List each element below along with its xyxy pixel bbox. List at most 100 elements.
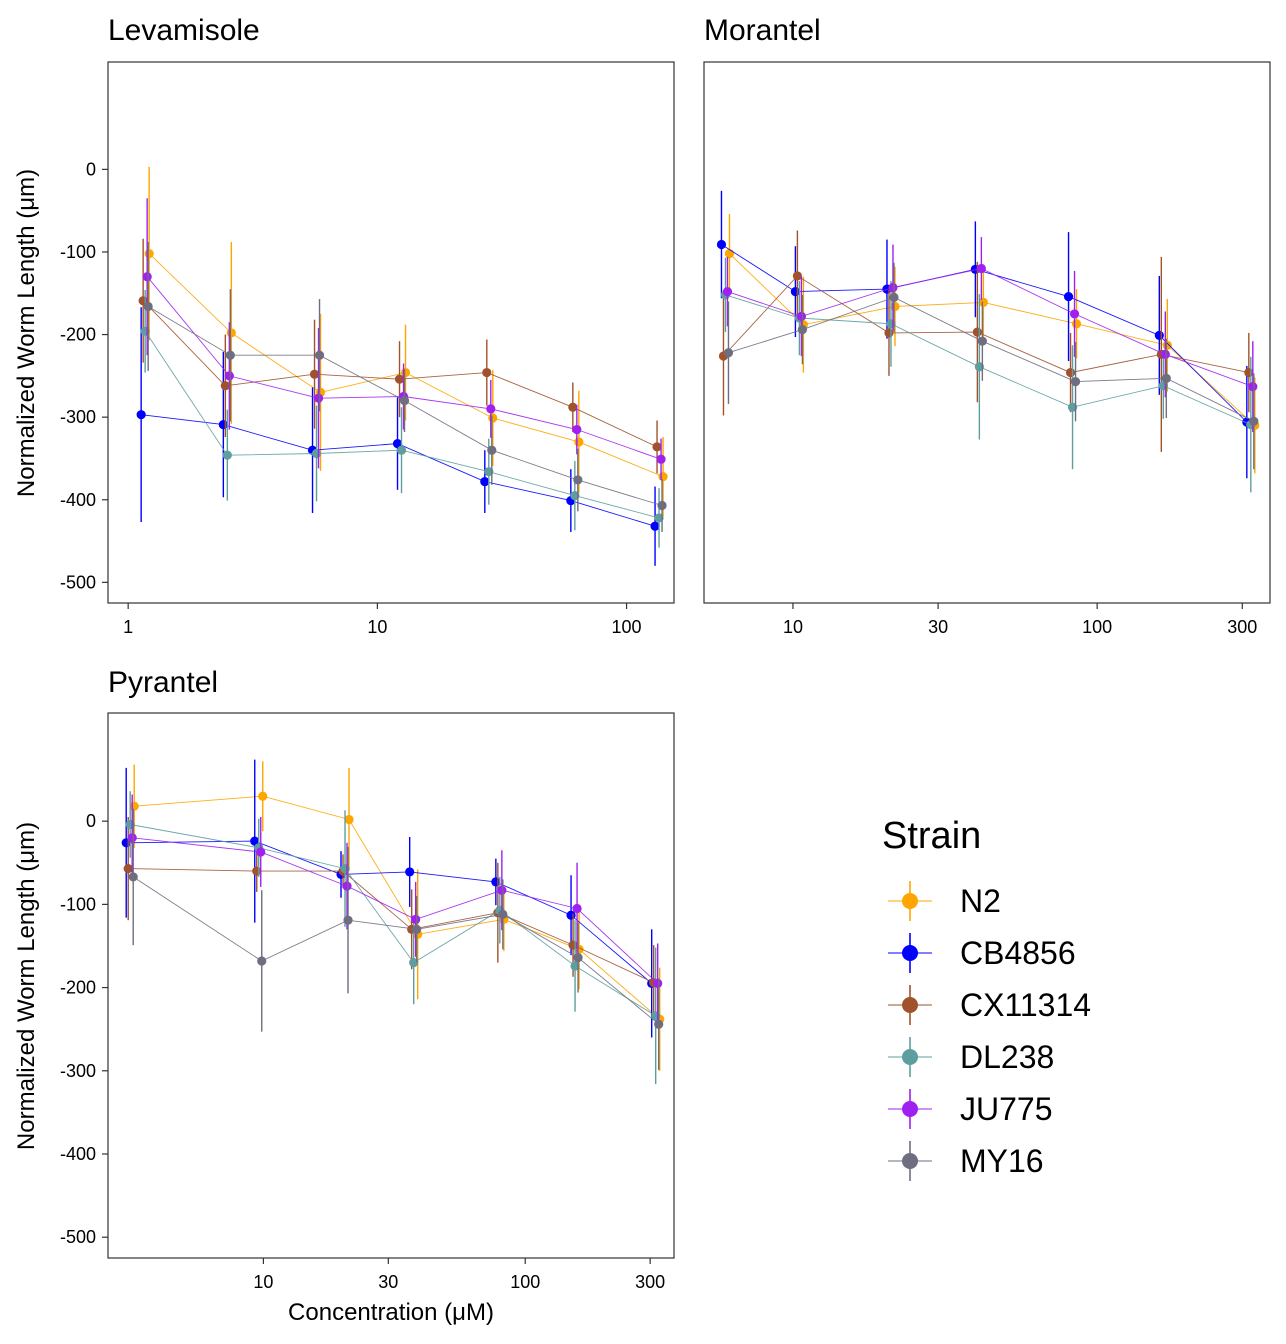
- data-point: [716, 239, 727, 250]
- series-line: [729, 253, 1256, 426]
- data-point: [257, 956, 267, 966]
- data-point: [136, 410, 146, 420]
- data-point: [977, 336, 987, 346]
- legend-item-my16: MY16: [888, 1141, 1044, 1181]
- data-point: [129, 801, 139, 811]
- data-point: [394, 374, 405, 384]
- series-my16: [143, 242, 667, 532]
- y-tick-label: -300: [60, 1061, 96, 1081]
- panel-border: [107, 61, 675, 604]
- data-point: [412, 924, 422, 934]
- x-tick-label: 100: [510, 1272, 540, 1292]
- panel-title: Levamisole: [108, 14, 260, 47]
- series-n2: [129, 761, 665, 1071]
- data-point: [309, 369, 320, 379]
- data-point: [884, 328, 894, 338]
- data-point: [568, 402, 578, 412]
- data-point: [142, 272, 152, 282]
- data-point: [1160, 349, 1170, 359]
- data-point: [572, 903, 582, 914]
- data-point: [652, 442, 662, 452]
- x-tick-label: 300: [635, 1272, 665, 1292]
- panel-border: [703, 61, 1271, 604]
- data-point: [888, 282, 898, 293]
- data-point: [226, 328, 236, 338]
- legend-item-ju775: JU775: [888, 1089, 1053, 1129]
- data-point: [497, 885, 507, 895]
- data-point: [480, 476, 490, 487]
- data-point: [224, 371, 234, 381]
- data-point: [972, 327, 982, 337]
- data-point: [790, 287, 801, 297]
- data-point: [572, 424, 582, 435]
- data-point: [657, 500, 667, 511]
- data-point: [653, 978, 663, 989]
- data-point: [250, 836, 260, 846]
- x-tick-label: 30: [378, 1272, 398, 1292]
- series-cb4856: [121, 759, 657, 1038]
- data-point: [796, 311, 807, 321]
- data-point: [143, 301, 153, 312]
- data-point: [1244, 367, 1254, 378]
- data-point: [573, 475, 583, 485]
- data-point: [128, 872, 138, 882]
- y-tick-label: -500: [60, 1227, 96, 1247]
- data-point: [889, 292, 899, 302]
- data-point: [123, 863, 133, 874]
- y-axis-title-top: Normalized Worm Length (μm): [13, 169, 40, 497]
- data-point: [1069, 309, 1080, 319]
- series-line: [728, 296, 1254, 422]
- data-point: [978, 297, 988, 307]
- series-my16: [128, 808, 664, 1070]
- x-tick-label: 300: [1227, 617, 1257, 637]
- y-tick-label: -500: [60, 572, 96, 592]
- data-point: [1071, 319, 1082, 329]
- y-tick-label: -100: [60, 242, 96, 262]
- data-point: [222, 450, 232, 460]
- data-point: [220, 381, 230, 391]
- legend-label: CX11314: [960, 987, 1091, 1023]
- data-point: [797, 325, 808, 335]
- x-tick-label: 10: [367, 617, 387, 637]
- legend-item-cb4856: CB4856: [888, 933, 1076, 973]
- data-point: [399, 396, 410, 406]
- data-point: [574, 437, 584, 447]
- data-point: [491, 877, 501, 887]
- data-point: [256, 847, 266, 857]
- panel-pyrantel: Pyrantel 0 -100 -200 -300 -400 -500 10 30 100 30…: [60, 666, 675, 1292]
- data-point: [1065, 367, 1076, 378]
- data-point: [343, 915, 353, 925]
- legend-key-point: [902, 1101, 918, 1117]
- legend-label: JU775: [960, 1091, 1053, 1127]
- x-axis: 1 10 100: [123, 603, 642, 637]
- data-point: [1063, 291, 1074, 302]
- legend-key-point: [902, 893, 918, 909]
- legend-key-point: [902, 1049, 918, 1065]
- legend-label: N2: [960, 883, 1001, 919]
- data-point: [311, 448, 322, 459]
- panel-morantel: Morantel 10 30 100 300: [703, 14, 1271, 637]
- series-dl238: [140, 289, 664, 548]
- data-point: [344, 814, 354, 825]
- data-point: [411, 914, 421, 924]
- data-point: [488, 413, 498, 423]
- data-point: [724, 249, 735, 259]
- data-point: [218, 419, 228, 430]
- data-point: [342, 881, 352, 891]
- x-axis-title: Concentration (μM): [288, 1299, 494, 1326]
- legend-item-n2: N2: [888, 881, 1001, 921]
- y-tick-label: 0: [86, 811, 96, 831]
- legend-item-cx11314: CX11314: [888, 985, 1091, 1025]
- y-tick-label: -200: [60, 325, 96, 345]
- series-n2: [724, 213, 1260, 474]
- data-point: [656, 454, 666, 464]
- x-axis: 10 30 100 300: [783, 603, 1257, 637]
- y-tick-label: 0: [86, 159, 96, 179]
- y-tick-label: -400: [60, 1144, 96, 1164]
- y-tick-label: -200: [60, 978, 96, 998]
- data-point: [258, 791, 268, 801]
- data-point: [486, 404, 496, 414]
- x-axis: 10 30 100 300: [253, 1258, 665, 1292]
- legend-label: MY16: [960, 1143, 1044, 1179]
- plot-area: [716, 190, 1260, 493]
